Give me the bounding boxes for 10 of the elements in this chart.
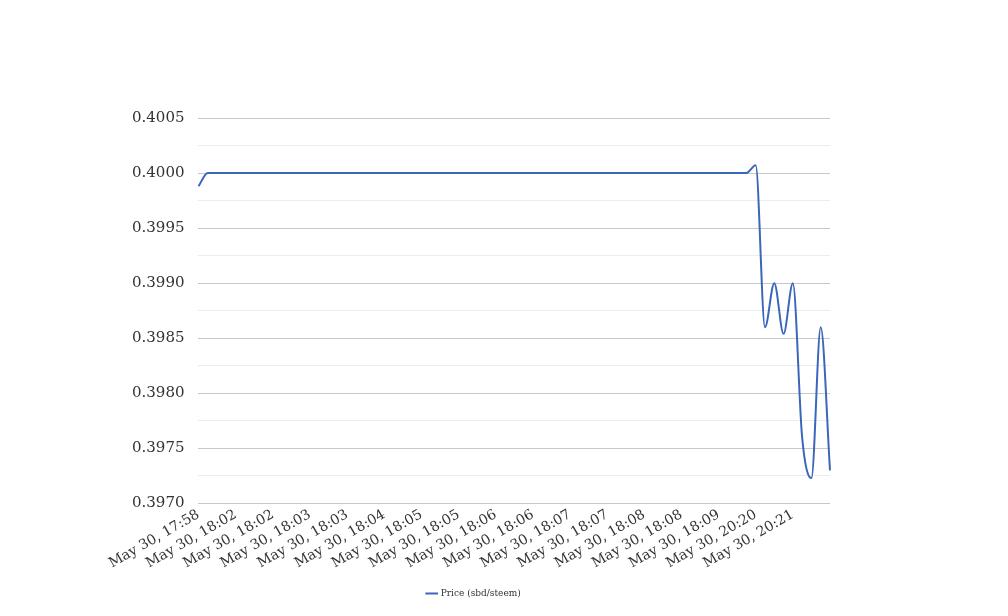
y-tick-label: 0.4005 <box>131 107 185 126</box>
y-tick-label: 0.3995 <box>131 218 185 236</box>
legend-label: Price (sbd/steem) <box>440 587 521 598</box>
y-tick-label: 0.3980 <box>131 383 185 402</box>
y-tick-label: 0.3985 <box>131 328 185 347</box>
y-tick-label: 0.3990 <box>131 273 185 292</box>
y-tick-label: 0.3970 <box>131 493 185 512</box>
line-series <box>197 164 831 480</box>
y-tick-label: 0.3975 <box>131 438 185 457</box>
y-tick-label: 0.4000 <box>131 162 185 181</box>
